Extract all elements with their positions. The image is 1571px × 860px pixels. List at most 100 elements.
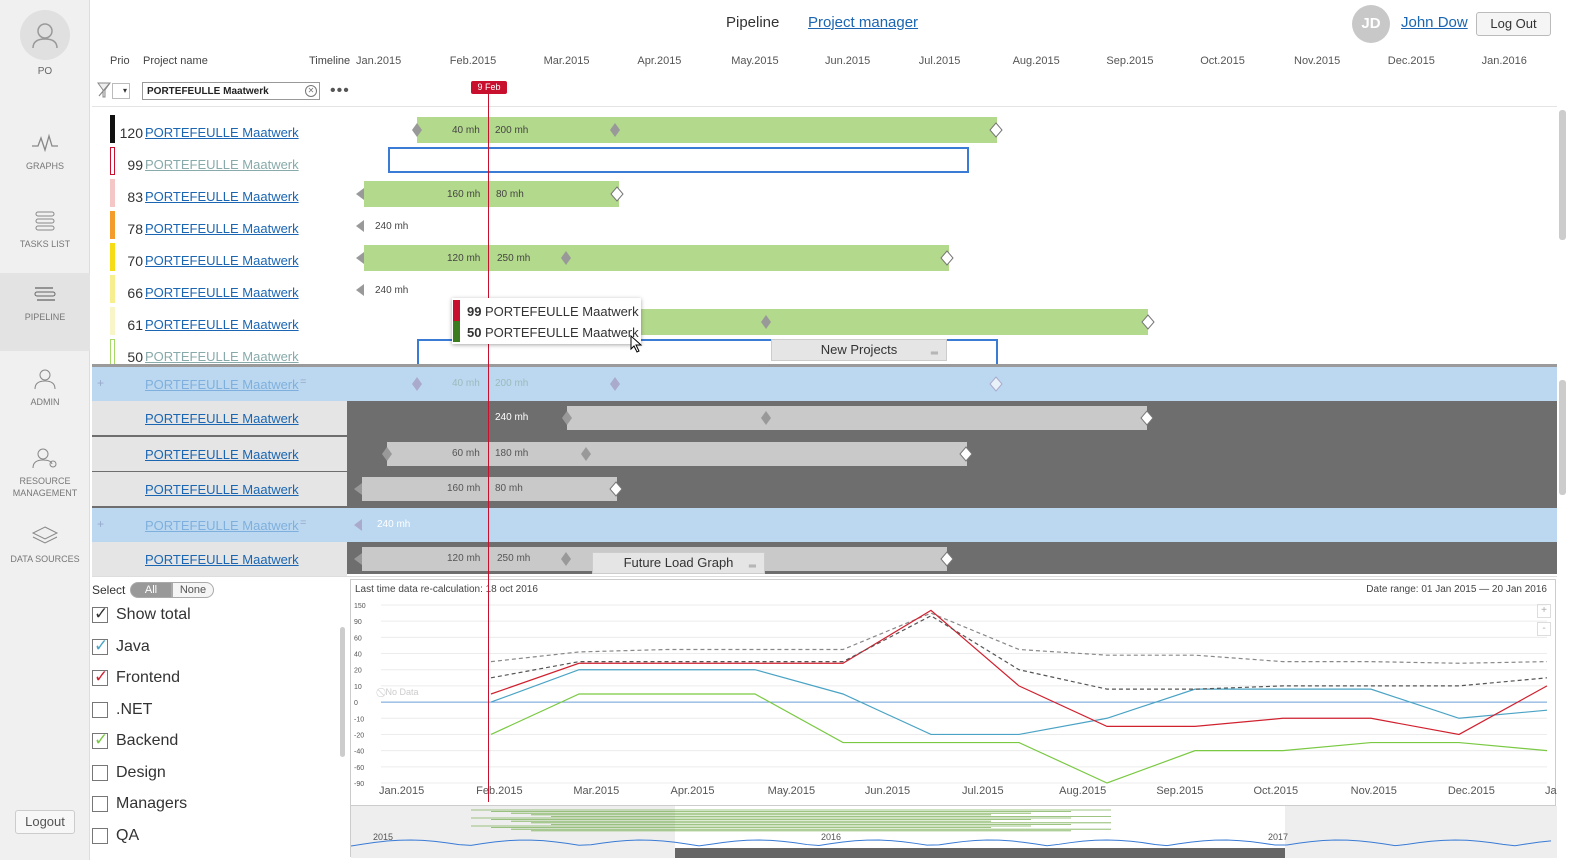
user-avatar-initials[interactable]: JD bbox=[1352, 5, 1390, 43]
end-milestone-icon[interactable] bbox=[1140, 410, 1156, 426]
milestone-icon[interactable] bbox=[410, 122, 426, 138]
project-link[interactable]: PORTEFEULLE Maatwerk bbox=[145, 125, 299, 140]
project-link[interactable]: PORTEFEULLE Maatwerk bbox=[145, 221, 299, 236]
bar-label: 160 mh bbox=[447, 483, 481, 494]
select-all-button[interactable]: All bbox=[130, 582, 172, 598]
timeline-bar[interactable] bbox=[362, 477, 617, 501]
checkbox[interactable]: ✓ bbox=[92, 636, 108, 655]
project-link[interactable]: PORTEFEULLE Maatwerk bbox=[145, 317, 299, 332]
project-row[interactable]: 70 PORTEFEULLE Maatwerk 120 mh 250 mh bbox=[92, 239, 1557, 271]
sidebar-item-pipeline[interactable]: PIPELINE bbox=[0, 273, 90, 351]
project-link[interactable]: PORTEFEULLE Maatwerk bbox=[145, 482, 299, 497]
col-header-project-name[interactable]: Project name bbox=[143, 55, 208, 67]
milestone-icon[interactable] bbox=[608, 122, 624, 138]
project-row[interactable]: 120 PORTEFEULLE Maatwerk 40 mh 200 mh bbox=[92, 111, 1557, 143]
checkbox[interactable] bbox=[92, 701, 108, 718]
sidebar-item-graphs[interactable]: GRAPHS bbox=[0, 122, 90, 200]
project-row[interactable]: 99 PORTEFEULLE Maatwerk bbox=[92, 143, 1557, 175]
milestone-icon[interactable] bbox=[560, 410, 576, 426]
project-row[interactable]: 66 PORTEFEULLE Maatwerk 240 mh bbox=[92, 271, 1557, 303]
drag-handle-icon[interactable]: = bbox=[300, 517, 307, 529]
select-none-button[interactable]: None bbox=[172, 582, 214, 598]
timeline-bar[interactable] bbox=[387, 442, 967, 466]
checkbox[interactable] bbox=[92, 827, 108, 844]
filter-icon[interactable] bbox=[97, 82, 111, 98]
project-row[interactable]: 61 PORTEFEULLE Maatwerk bbox=[92, 303, 1557, 335]
timeline-bar[interactable] bbox=[632, 309, 1148, 335]
project-link[interactable]: PORTEFEULLE Maatwerk bbox=[145, 518, 299, 533]
future-load-panel-title[interactable]: Future Load Graph ═ bbox=[592, 552, 765, 574]
end-milestone-icon[interactable] bbox=[940, 551, 956, 567]
user-name-link[interactable]: John Dow bbox=[1401, 14, 1468, 31]
filter-select[interactable]: ▾ bbox=[112, 83, 130, 99]
milestone-icon[interactable] bbox=[559, 250, 575, 266]
timeline-bar[interactable] bbox=[364, 181, 619, 207]
add-icon[interactable]: + bbox=[97, 376, 105, 390]
end-milestone-icon[interactable] bbox=[610, 186, 626, 202]
project-link[interactable]: PORTEFEULLE Maatwerk bbox=[145, 411, 299, 426]
timeline-bar[interactable] bbox=[417, 117, 997, 143]
sidebar-item-data-sources[interactable]: DATA SOURCES bbox=[0, 515, 90, 593]
milestone-icon[interactable] bbox=[759, 410, 775, 426]
drag-handle-icon[interactable]: ═ bbox=[748, 561, 756, 572]
timeline-navigator[interactable]: 2015 2016 2017 bbox=[350, 805, 1557, 858]
project-row[interactable]: 78 PORTEFEULLE Maatwerk 240 mh bbox=[92, 207, 1557, 239]
zoom-out-button[interactable]: - bbox=[1537, 622, 1551, 636]
series-line bbox=[490, 615, 1548, 690]
timeline-bar[interactable] bbox=[567, 406, 1147, 430]
timeline-bar-outline[interactable] bbox=[388, 147, 969, 173]
milestone-icon[interactable] bbox=[559, 551, 575, 567]
scrollbar[interactable] bbox=[1559, 110, 1566, 240]
clear-icon[interactable]: ✕ bbox=[305, 85, 317, 97]
tab-project-manager[interactable]: Project manager bbox=[808, 14, 919, 31]
project-filter-input[interactable] bbox=[142, 82, 320, 100]
user-avatar[interactable] bbox=[20, 10, 70, 60]
new-project-row[interactable]: PORTEFEULLE Maatwerk 160 mh 80 mh bbox=[92, 472, 1557, 506]
end-milestone-icon[interactable] bbox=[940, 250, 956, 266]
project-link[interactable]: PORTEFEULLE Maatwerk bbox=[145, 552, 299, 567]
new-projects-panel-title[interactable]: New Projects ═ bbox=[771, 339, 947, 361]
project-link[interactable]: PORTEFEULLE Maatwerk bbox=[145, 377, 299, 392]
sidebar-logout-button[interactable]: Logout bbox=[15, 810, 75, 834]
project-row[interactable]: 83 PORTEFEULLE Maatwerk 160 mh 80 mh bbox=[92, 175, 1557, 207]
navigator-year-label: 2015 bbox=[373, 832, 393, 842]
milestone-icon[interactable] bbox=[759, 314, 775, 330]
new-project-row[interactable]: PORTEFEULLE Maatwerk 60 mh 180 mh bbox=[92, 437, 1557, 471]
more-options-icon[interactable]: ••• bbox=[330, 82, 350, 99]
project-link[interactable]: PORTEFEULLE Maatwerk bbox=[145, 349, 299, 364]
checkbox[interactable]: ✓ bbox=[92, 604, 108, 623]
sidebar-item-resource-management[interactable]: RESOURCE MANAGEMENT bbox=[0, 437, 90, 515]
scrollbar[interactable] bbox=[1559, 380, 1566, 495]
new-project-row[interactable]: PORTEFEULLE Maatwerk 240 mh bbox=[92, 401, 1557, 435]
navigator-mask bbox=[351, 806, 675, 858]
end-milestone-icon[interactable] bbox=[959, 446, 975, 462]
checkbox[interactable] bbox=[92, 764, 108, 781]
logout-button[interactable]: Log Out bbox=[1476, 12, 1551, 36]
milestone-icon[interactable] bbox=[579, 446, 595, 462]
tab-pipeline[interactable]: Pipeline bbox=[726, 14, 780, 31]
end-milestone-icon[interactable] bbox=[609, 481, 625, 497]
project-link[interactable]: PORTEFEULLE Maatwerk bbox=[145, 447, 299, 462]
checkbox[interactable]: ✓ bbox=[92, 730, 108, 749]
timeline-bar[interactable] bbox=[364, 245, 949, 271]
sidebar-item-admin[interactable]: ADMIN bbox=[0, 358, 90, 436]
sidebar-item-tasks-list[interactable]: TASKS LIST bbox=[0, 200, 90, 278]
drag-handle-icon[interactable]: ═ bbox=[930, 348, 938, 359]
project-link[interactable]: PORTEFEULLE Maatwerk bbox=[145, 157, 299, 172]
end-milestone-icon[interactable] bbox=[989, 122, 1005, 138]
project-link[interactable]: PORTEFEULLE Maatwerk bbox=[145, 253, 299, 268]
scrollbar[interactable] bbox=[340, 627, 345, 757]
drag-handle-icon[interactable]: = bbox=[300, 376, 307, 388]
project-link[interactable]: PORTEFEULLE Maatwerk bbox=[145, 189, 299, 204]
checkbox[interactable] bbox=[92, 796, 108, 812]
project-link[interactable]: PORTEFEULLE Maatwerk bbox=[145, 285, 299, 300]
new-project-row[interactable]: + PORTEFEULLE Maatwerk = 240 mh bbox=[92, 508, 1557, 542]
milestone-icon[interactable] bbox=[380, 446, 396, 462]
checkbox[interactable]: ✓ bbox=[92, 667, 108, 686]
zoom-in-button[interactable]: + bbox=[1537, 604, 1551, 618]
col-header-prio[interactable]: Prio bbox=[110, 55, 130, 67]
add-icon[interactable]: + bbox=[97, 517, 105, 531]
new-project-row[interactable]: + PORTEFEULLE Maatwerk = 40 mh 200 mh bbox=[92, 367, 1557, 401]
end-milestone-icon[interactable] bbox=[1141, 314, 1157, 330]
new-project-row[interactable]: PORTEFEULLE Maatwerk 120 mh 250 mh bbox=[92, 542, 1557, 576]
